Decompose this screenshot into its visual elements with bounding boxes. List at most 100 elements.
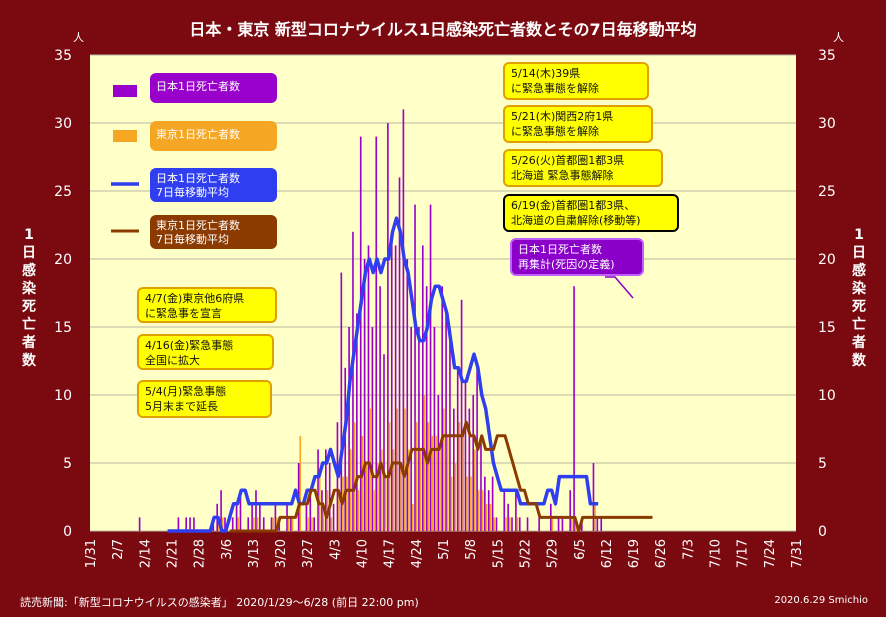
source-note: 読売新聞:「新型コロナウイルスの感染者」 2020/1/29〜6/28 (前日 … (20, 596, 419, 609)
legend-label-japan-avg: 日本1日死亡者数 7日毎移動平均 (150, 168, 277, 202)
bar-japan-daily (367, 245, 370, 531)
bar-japan-daily (379, 286, 381, 531)
bar-tokyo-daily (361, 435, 364, 531)
bar-japan-daily (453, 408, 455, 531)
bar-tokyo-daily (299, 435, 302, 531)
bar-tokyo-daily (489, 503, 492, 531)
bar-japan-daily (460, 299, 463, 531)
y-tick-label-right: 20 (818, 252, 836, 268)
bar-tokyo-daily (435, 435, 437, 531)
bar-japan-daily (235, 503, 238, 531)
x-tick-label: 5/15 (491, 539, 506, 568)
bar-japan-daily (352, 231, 354, 532)
y-tick-label-right: 25 (818, 184, 836, 200)
bar-japan-daily (375, 136, 378, 531)
x-tick-label: 5/1 (437, 539, 452, 560)
bar-japan-daily (224, 517, 226, 531)
bar-japan-daily (262, 517, 265, 531)
bar-tokyo-daily (443, 408, 445, 531)
y-axis-unit-left: 人 (73, 31, 84, 44)
y-tick-label-right: 10 (818, 388, 836, 404)
bar-japan-daily (491, 476, 494, 531)
bar-tokyo-daily (357, 490, 360, 531)
bar-japan-daily (503, 490, 506, 531)
bar-tokyo-daily (516, 517, 519, 531)
annotation-5-4: 5/4(月)緊急事態 5月末まで延長 (137, 380, 272, 418)
bar-tokyo-daily (272, 517, 274, 531)
credit-note: 2020.6.29 Smichio (774, 595, 868, 606)
bar-japan-daily (538, 517, 540, 531)
bar-japan-daily (456, 367, 459, 531)
annotation-recount: 日本1日死亡者数 再集計(死因の定義) (510, 238, 644, 276)
x-tick-label: 3/13 (247, 539, 262, 568)
bar-tokyo-daily (346, 476, 348, 531)
bar-japan-daily (421, 245, 424, 531)
bar-tokyo-daily (330, 517, 333, 531)
bar-japan-daily (484, 476, 486, 531)
bar-tokyo-daily (470, 476, 472, 531)
bar-tokyo-daily (493, 517, 496, 531)
x-tick-label: 7/3 (681, 539, 696, 560)
bar-tokyo-daily (419, 449, 422, 531)
bar-japan-daily (177, 517, 180, 531)
bar-tokyo-daily (571, 517, 573, 531)
x-tick-label: 4/17 (383, 539, 398, 568)
bar-japan-daily (290, 517, 292, 531)
x-tick-label: 3/27 (301, 539, 316, 568)
bar-japan-daily (220, 490, 222, 531)
y-tick-label-right: 35 (818, 48, 836, 64)
x-tick-label: 6/5 (573, 539, 588, 560)
bar-tokyo-daily (322, 503, 325, 531)
annotation-5-26: 5/26(火)首都圏1都3県 北海道 緊急事態解除 (503, 149, 663, 187)
bar-japan-daily (328, 463, 331, 531)
bar-japan-daily (472, 395, 475, 531)
bar-japan-daily (317, 449, 319, 531)
bar-tokyo-daily (373, 490, 375, 531)
bar-tokyo-daily (450, 476, 453, 531)
chart-title: 日本・東京 新型コロナウイルス1日感染死亡者数とその7日毎移動平均 (189, 20, 697, 39)
bar-tokyo-daily (446, 435, 449, 531)
legend-label-japan-daily: 日本1日死亡者数 (150, 73, 277, 103)
y-axis-unit-right: 人 (833, 31, 844, 44)
bar-japan-daily (495, 517, 498, 531)
bar-japan-daily (468, 408, 471, 531)
bar-japan-daily (433, 327, 436, 531)
bar-tokyo-daily (477, 490, 480, 531)
bar-japan-daily (569, 490, 572, 531)
bar-japan-daily (445, 313, 447, 531)
bar-japan-daily (325, 449, 327, 531)
bar-tokyo-daily (481, 490, 484, 531)
line-tokyo-7day-avg (229, 420, 653, 533)
x-tick-label: 4/24 (410, 539, 425, 568)
line-japan-7day-avg (167, 216, 599, 533)
bar-tokyo-daily (396, 408, 399, 531)
x-tick-label: 7/10 (709, 539, 724, 568)
bar-tokyo-daily (411, 503, 414, 531)
legend-swatch-japan-daily (113, 85, 137, 97)
bar-japan-daily (270, 517, 273, 531)
bar-japan-daily (348, 327, 350, 531)
annotation-5-14: 5/14(木)39県 に緊急事態を解除 (503, 62, 649, 100)
bar-japan-daily (600, 517, 603, 531)
bar-tokyo-daily (311, 517, 313, 531)
bar-japan-daily (441, 286, 443, 531)
annotation-6-19: 6/19(金)首都圏1都3県、 北海道の自粛解除(移動等) (503, 194, 679, 232)
bar-japan-daily (371, 327, 374, 531)
bar-tokyo-daily (353, 422, 356, 531)
bar-japan-daily (332, 503, 335, 531)
y-axis-label-right: 1日感染死亡者数 (852, 227, 866, 369)
x-tick-label: 7/17 (736, 539, 751, 568)
legend-label-tokyo-daily: 東京1日死亡者数 (150, 121, 277, 151)
bar-japan-daily (573, 286, 575, 531)
y-tick-label-left: 10 (54, 388, 72, 404)
bar-tokyo-daily (454, 463, 457, 531)
bar-japan-daily (487, 490, 490, 531)
bar-tokyo-daily (377, 463, 379, 531)
x-tick-label: 3/20 (274, 539, 289, 568)
bar-japan-daily (359, 136, 362, 531)
bar-tokyo-daily (508, 517, 511, 531)
bar-japan-daily (274, 503, 277, 531)
bar-tokyo-daily (365, 463, 368, 531)
